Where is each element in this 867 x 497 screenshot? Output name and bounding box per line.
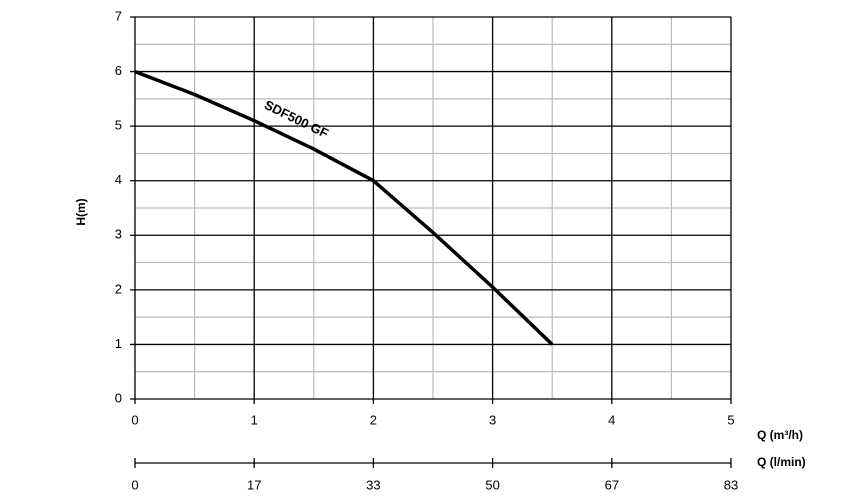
y-tick-label: 5 [115, 118, 122, 133]
x2-tick-label: 0 [131, 477, 138, 492]
x2-tick-label: 33 [366, 477, 380, 492]
x-tick-label: 5 [727, 412, 734, 427]
x-axis-label: Q (m³/h) [757, 428, 803, 442]
x-tick-label: 0 [131, 412, 138, 427]
y-axis-label: H(m) [74, 198, 88, 225]
x2-axis-label: Q (l/min) [757, 455, 806, 469]
x2-tick-label: 50 [485, 477, 499, 492]
y-tick-label: 4 [115, 172, 122, 187]
y-tick-label: 0 [115, 390, 122, 405]
x2-tick-label: 17 [247, 477, 261, 492]
y-tick-label: 3 [115, 227, 122, 242]
x-tick-label: 1 [251, 412, 258, 427]
x2-tick-label: 67 [605, 477, 619, 492]
y-tick-label: 7 [115, 8, 122, 23]
y-tick-label: 6 [115, 63, 122, 78]
x-tick-label: 3 [489, 412, 496, 427]
x-tick-label: 4 [608, 412, 615, 427]
series-label: SDF500 GF [262, 97, 331, 141]
y-tick-label: 1 [115, 336, 122, 351]
x2-tick-label: 83 [724, 477, 738, 492]
x-tick-label: 2 [370, 412, 377, 427]
series-line [134, 69, 554, 346]
y-tick-label: 2 [115, 281, 122, 296]
